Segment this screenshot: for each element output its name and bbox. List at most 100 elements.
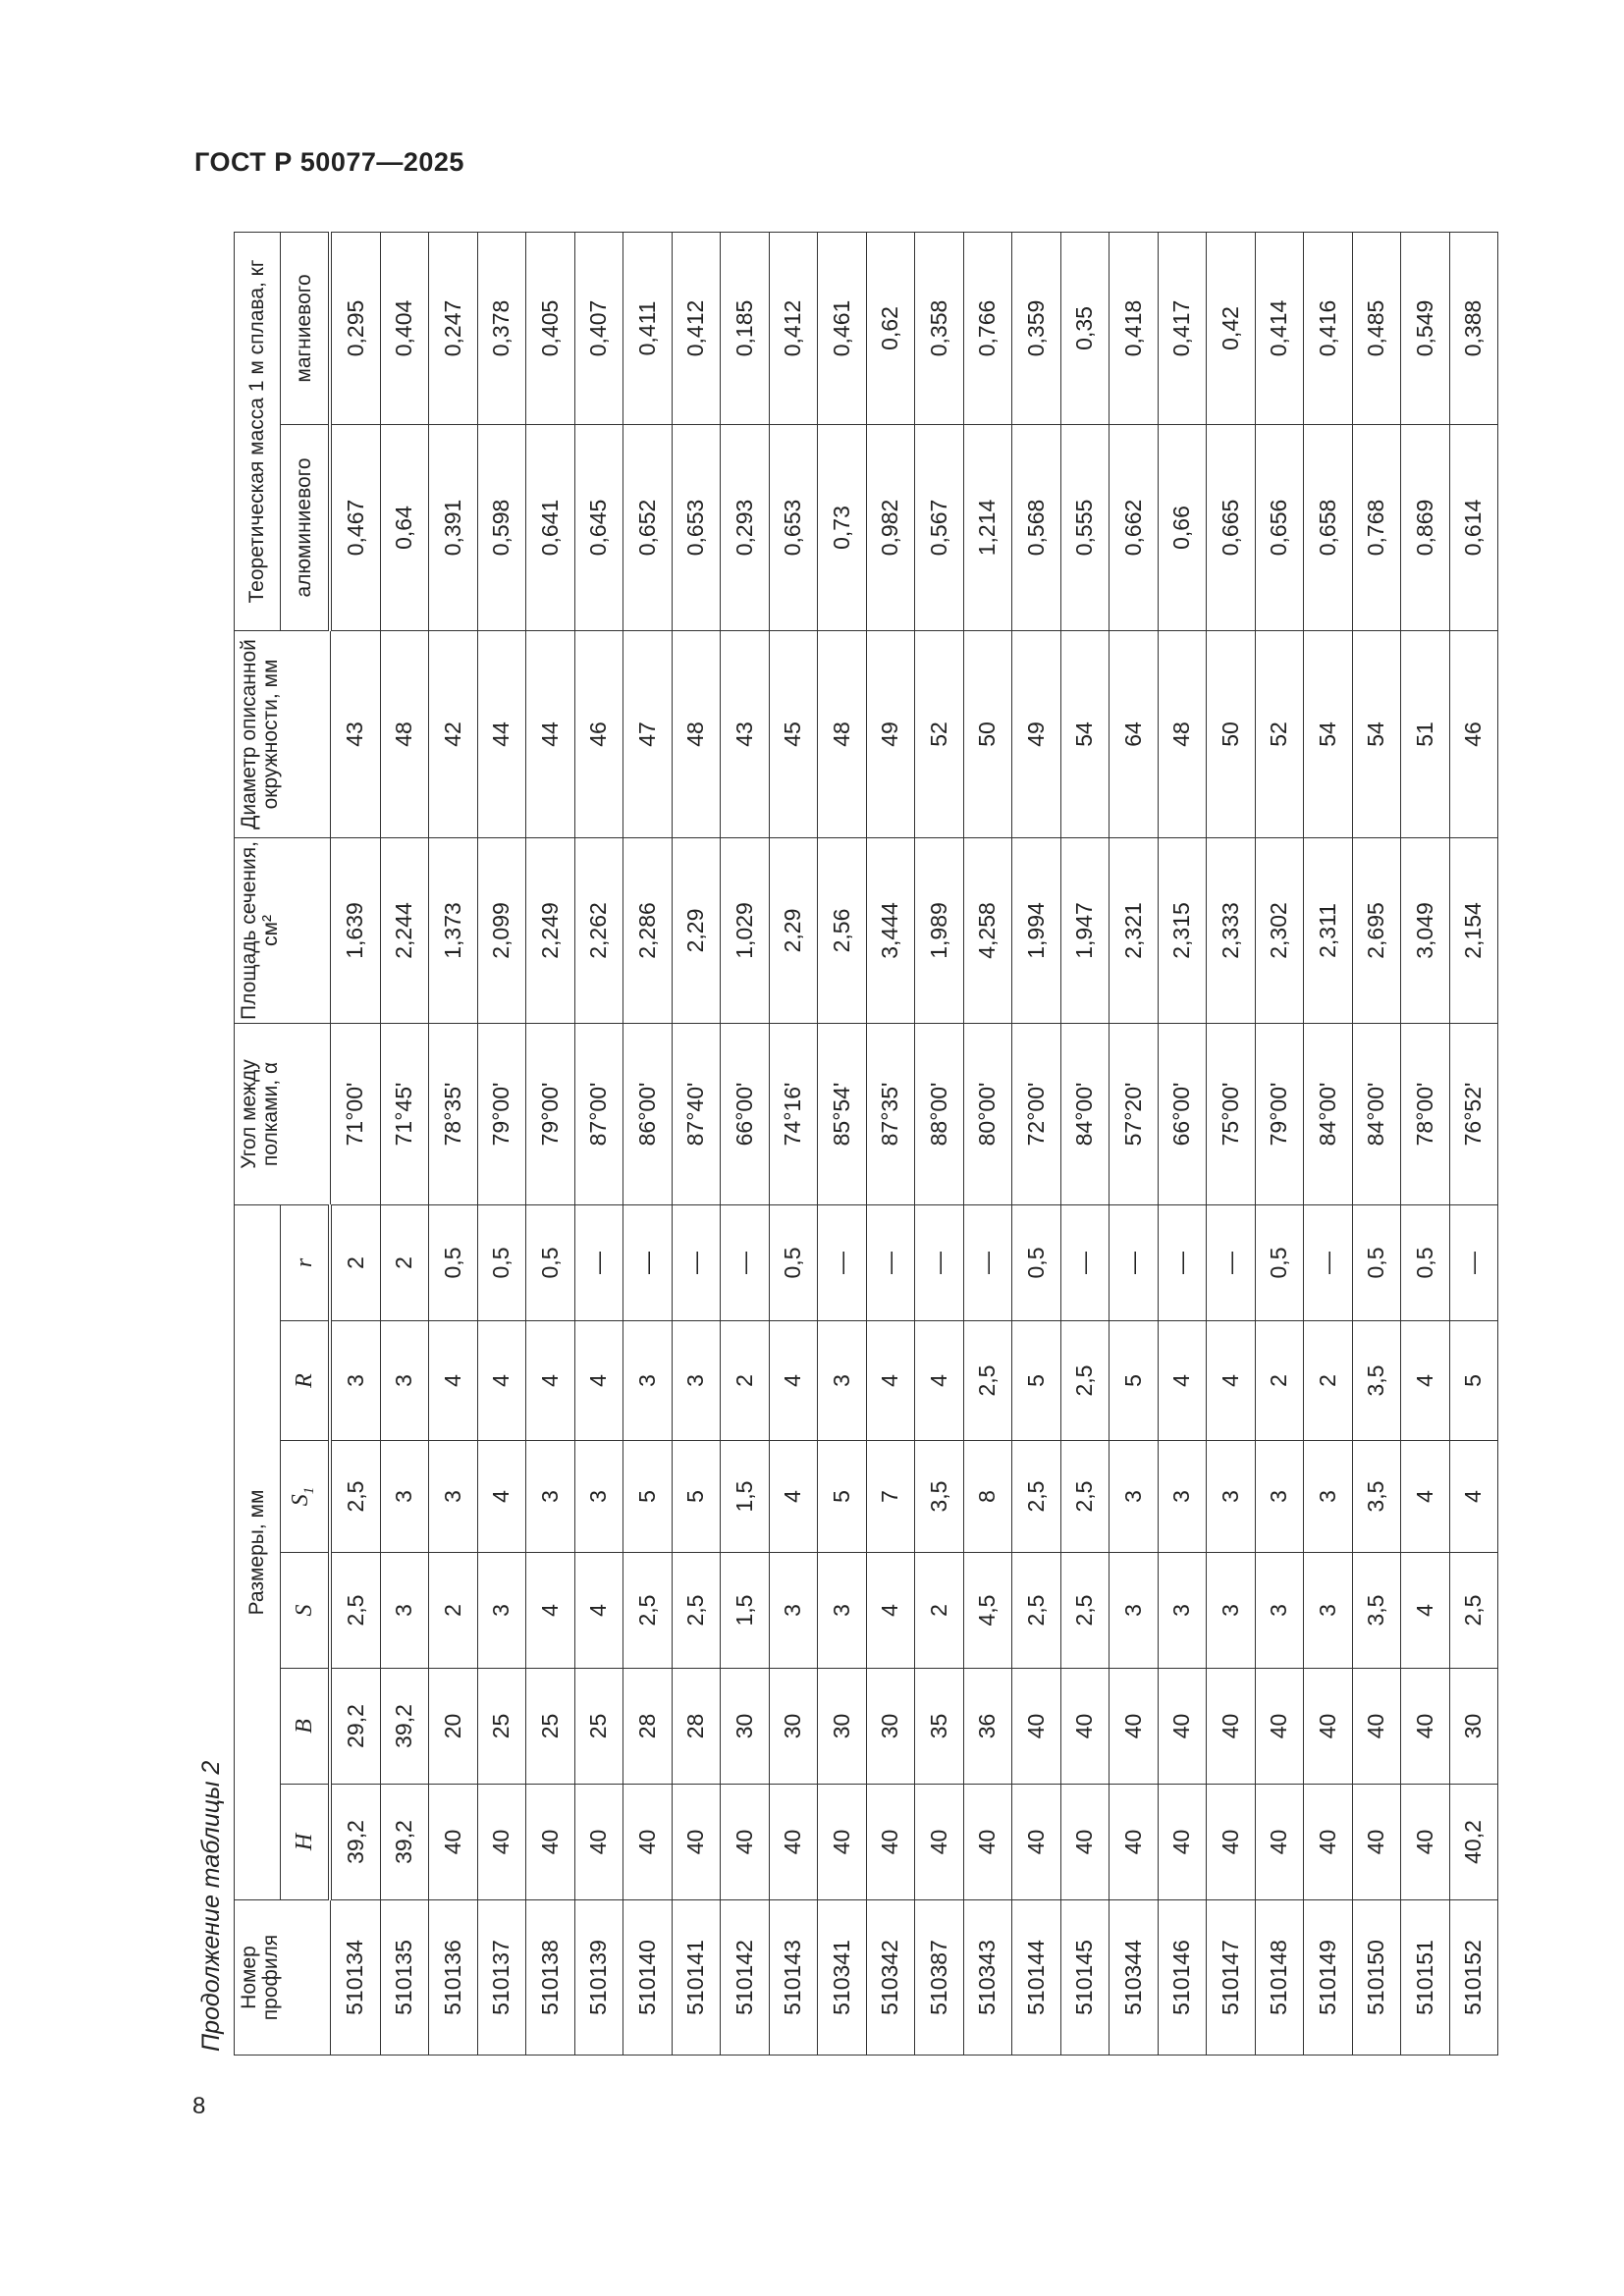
cell-R: 5 [1449,1320,1498,1441]
cell-r: — [1158,1204,1207,1321]
cell-H: 40 [769,1784,818,1900]
cell-mass-magnesium: 0,62 [866,232,915,425]
cell-area: 3,049 [1400,837,1449,1024]
cell-S1: 5 [672,1440,721,1553]
cell-S1: 5 [623,1440,672,1553]
cell-angle: 57°20' [1109,1023,1158,1205]
header-S1: S1 [280,1440,330,1553]
cell-mass-aluminum: 0,982 [866,424,915,631]
cell-S1: 3 [1206,1440,1255,1553]
cell-R: 3 [817,1320,866,1441]
cell-profile: 510344 [1109,1899,1158,2056]
cell-mass-magnesium: 0,411 [623,232,672,425]
cell-r: 0,5 [477,1204,526,1321]
cell-mass-aluminum: 0,467 [330,424,380,631]
cell-S1: 2,5 [330,1440,380,1553]
header-angle: Угол между полками, α [234,1023,330,1205]
cell-r: — [672,1204,721,1321]
cell-angle: 71°45' [380,1023,429,1205]
cell-B: 28 [623,1668,672,1785]
cell-profile: 510387 [914,1899,963,2056]
table-row: 510140 40 28 2,5 5 3—86°00' 2,286 47 0,652 0,411 [623,232,672,2056]
cell-r: — [1449,1204,1498,1321]
cell-profile: 510144 [1011,1899,1060,2056]
cell-H: 40 [525,1784,574,1900]
cell-angle: 84°00' [1060,1023,1110,1205]
cell-S: 3 [769,1552,818,1669]
cell-B: 30 [1449,1668,1498,1785]
cell-B: 40 [1109,1668,1158,1785]
cell-S: 4 [574,1552,623,1669]
cell-mass-magnesium: 0,378 [477,232,526,425]
table-row: 510387 40 35 2 3,5 4—88°00' 1,989 52 0,567 0,358 [914,232,963,2056]
cell-S1: 3 [1158,1440,1207,1553]
cell-S: 2,5 [672,1552,721,1669]
profiles-table: Номер профиля Размеры, мм Угол между пол… [234,232,1498,2056]
cell-mass-magnesium: 0,185 [720,232,769,425]
cell-area: 4,258 [963,837,1012,1024]
cell-mass-magnesium: 0,295 [330,232,380,425]
cell-mass-aluminum: 0,598 [477,424,526,631]
cell-area: 2,262 [574,837,623,1024]
cell-r: — [866,1204,915,1321]
cell-profile: 510342 [866,1899,915,2056]
cell-angle: 66°00' [1158,1023,1207,1205]
cell-r: — [1109,1204,1158,1321]
cell-B: 40 [1352,1668,1401,1785]
table-row: 510134 39,2 29,2 2,5 2,5 3 2 71°00' 1,639 43 0,467… [330,232,380,2056]
cell-B: 40 [1158,1668,1207,1785]
cell-B: 30 [720,1668,769,1785]
cell-diameter: 49 [1011,630,1060,838]
cell-B: 30 [866,1668,915,1785]
cell-H: 40 [1011,1784,1060,1900]
cell-S: 3 [1255,1552,1304,1669]
cell-R: 4 [428,1320,477,1441]
cell-r: 0,5 [428,1204,477,1321]
table-row: 510138 40 25 4 3 4 0,5 79°00' 2,249 44 0,641 0,405 [525,232,574,2056]
cell-profile: 510146 [1158,1899,1207,2056]
cell-S: 3 [1206,1552,1255,1669]
cell-diameter: 45 [769,630,818,838]
header-H: H [280,1784,330,1900]
cell-H: 40 [1255,1784,1304,1900]
cell-mass-magnesium: 0,412 [769,232,818,425]
cell-area: 2,099 [477,837,526,1024]
cell-r: 0,5 [1400,1204,1449,1321]
cell-diameter: 44 [525,630,574,838]
cell-r: 0,5 [525,1204,574,1321]
cell-B: 35 [914,1668,963,1785]
cell-S: 2,5 [1060,1552,1110,1669]
cell-angle: 66°00' [720,1023,769,1205]
cell-mass-aluminum: 0,869 [1400,424,1449,631]
cell-mass-magnesium: 0,407 [574,232,623,425]
cell-S: 2 [428,1552,477,1669]
cell-profile: 510136 [428,1899,477,2056]
cell-mass-magnesium: 0,42 [1206,232,1255,425]
cell-area: 2,333 [1206,837,1255,1024]
cell-S1: 5 [817,1440,866,1553]
cell-area: 2,286 [623,837,672,1024]
cell-R: 2 [720,1320,769,1441]
cell-B: 20 [428,1668,477,1785]
table-row: 510141 40 28 2,5 5 3—87°40' 2,29 48 0,653 0,412 [672,232,721,2056]
cell-S1: 8 [963,1440,1012,1553]
cell-S: 4 [525,1552,574,1669]
cell-S: 1,5 [720,1552,769,1669]
cell-S1: 3 [380,1440,429,1553]
cell-diameter: 54 [1303,630,1352,838]
cell-area: 1,029 [720,837,769,1024]
cell-S1: 3,5 [914,1440,963,1553]
cell-S1: 1,5 [720,1440,769,1553]
cell-S: 3 [1109,1552,1158,1669]
cell-H: 40 [1303,1784,1352,1900]
header-area: Площадь сечения, см² [234,837,330,1024]
cell-S1: 3 [1255,1440,1304,1553]
cell-R: 4 [525,1320,574,1441]
cell-angle: 86°00' [623,1023,672,1205]
cell-H: 40,2 [1449,1784,1498,1900]
table-row: 510135 39,2 39,2 3 3 3 2 71°45' 2,244 48 0,64 0,404 [380,232,429,2056]
cell-S1: 4 [477,1440,526,1553]
cell-B: 30 [769,1668,818,1785]
cell-r: 0,5 [769,1204,818,1321]
cell-R: 2,5 [963,1320,1012,1441]
